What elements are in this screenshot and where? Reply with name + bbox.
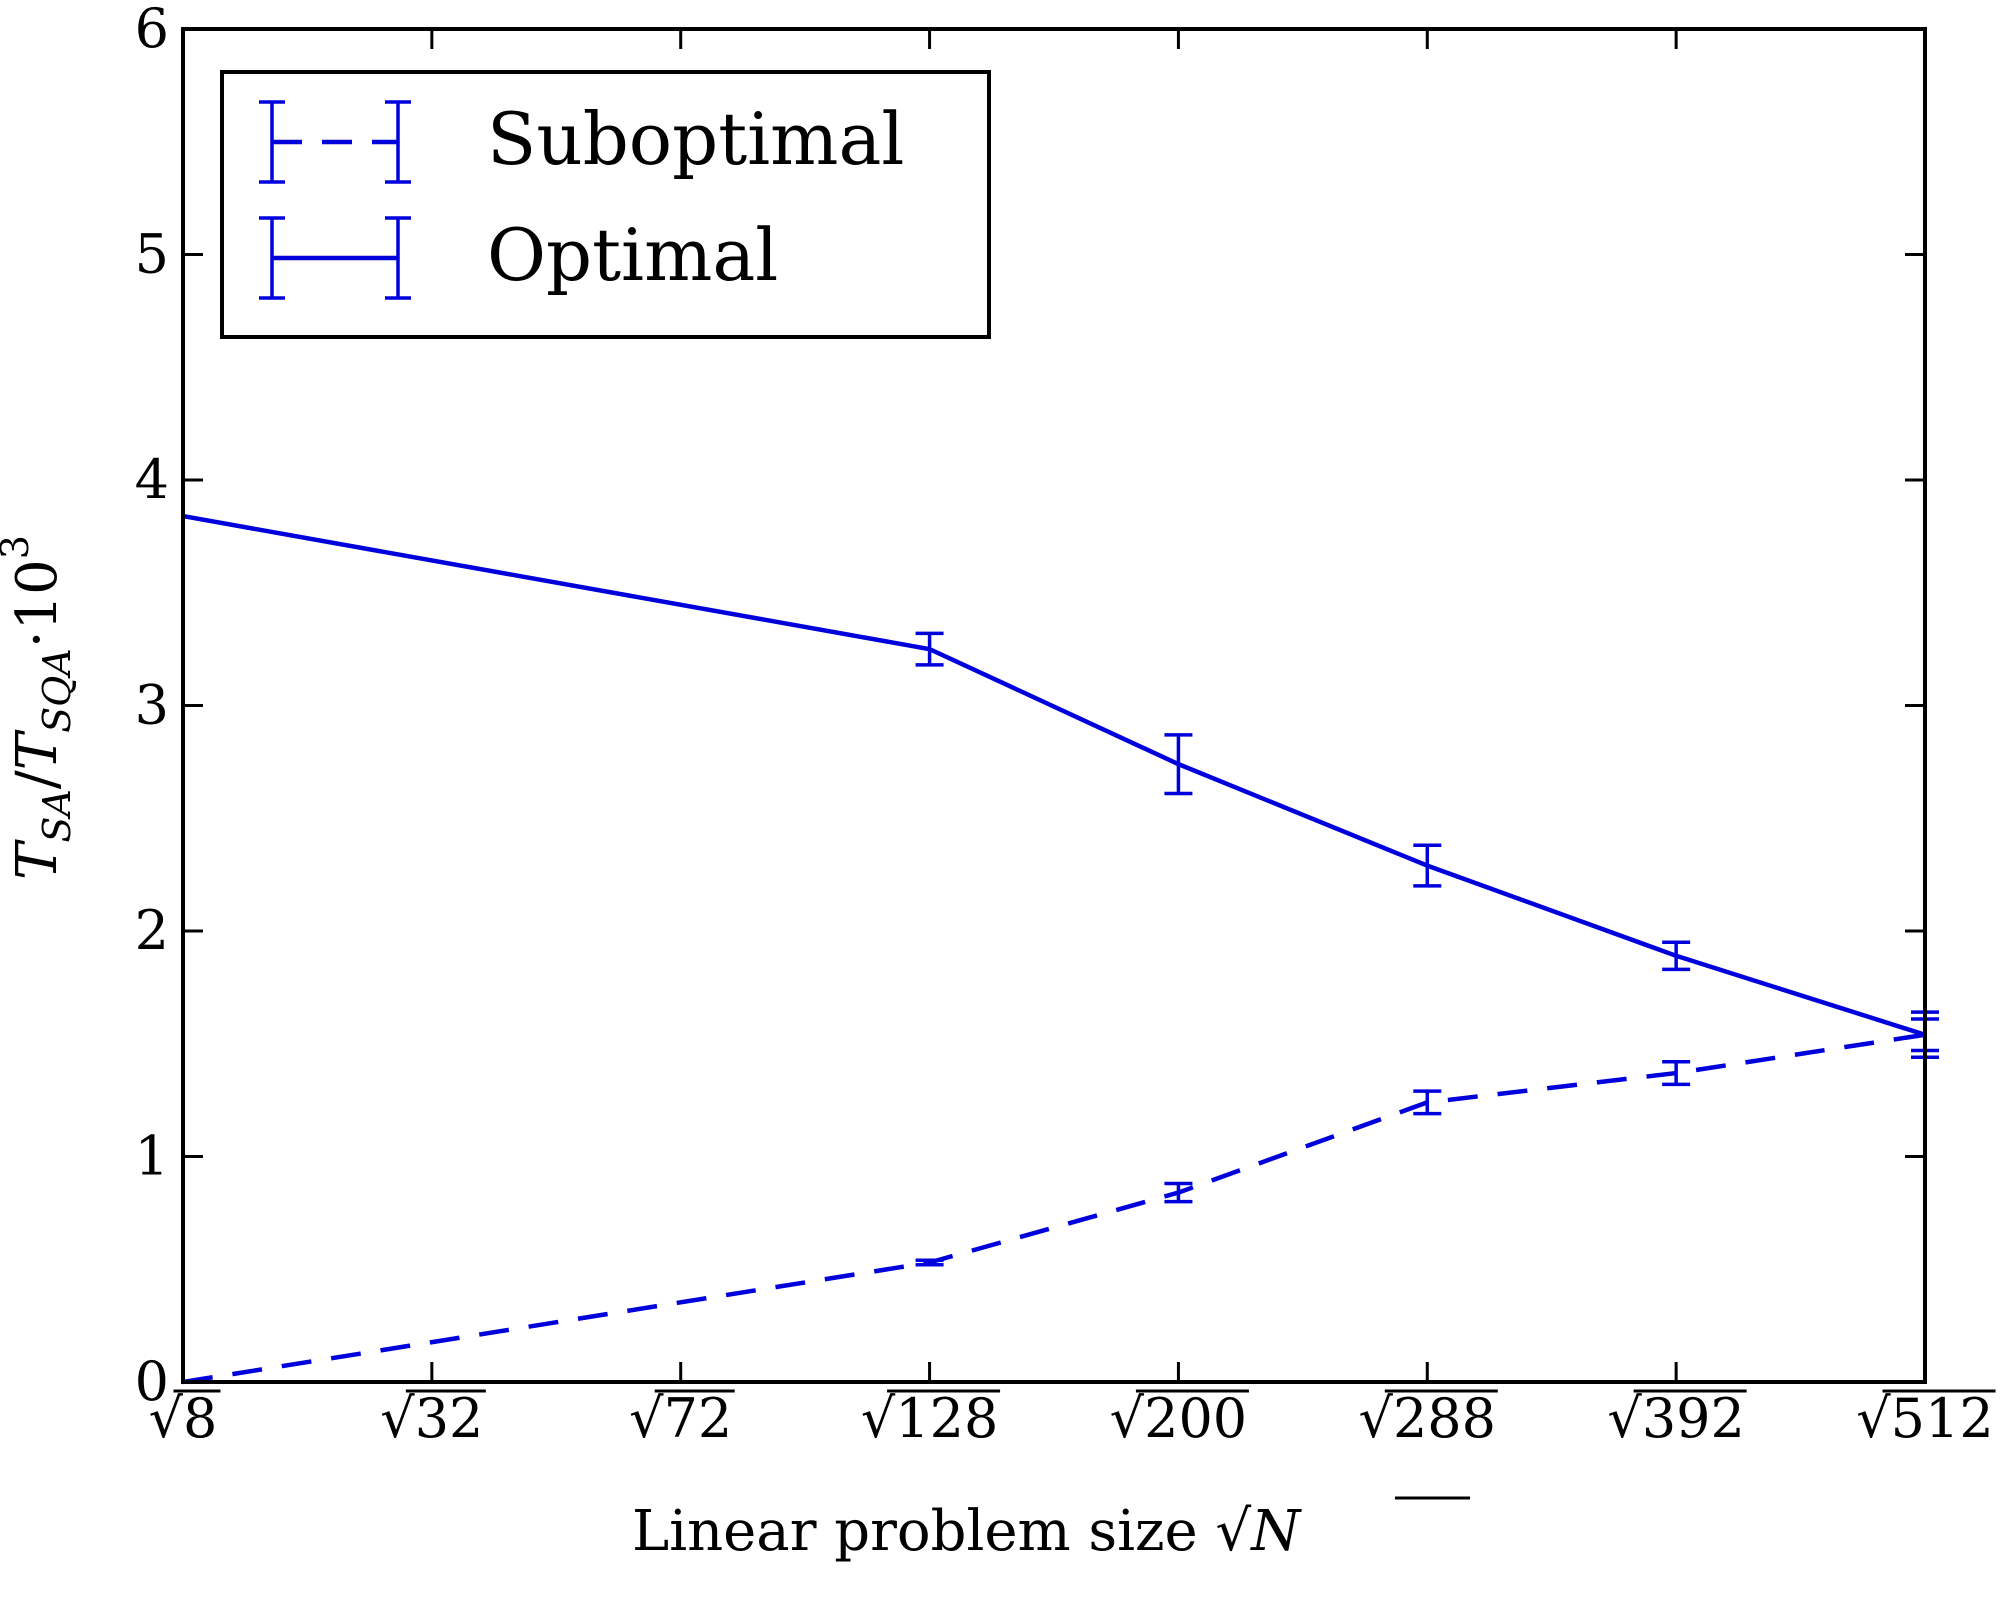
x-tick-label: √8 — [149, 1387, 221, 1450]
x-tick-root-symbol: √ — [1607, 1387, 1642, 1450]
legend-label-optimal: Optimal — [487, 213, 778, 297]
y-label-sub1: SA — [35, 789, 79, 842]
x-tick-value: 512 — [1891, 1387, 1994, 1450]
y-label-slash: / — [5, 770, 70, 789]
x-tick-root-symbol: √ — [1110, 1387, 1145, 1450]
x-tick-root-symbol: √ — [629, 1387, 664, 1450]
y-label-t2: T — [5, 729, 70, 770]
x-tick-label: √200 — [1110, 1387, 1249, 1450]
x-tick-root-symbol: √ — [380, 1387, 415, 1450]
x-label-text: Linear problem size — [632, 1499, 1198, 1564]
series-line-optimal — [182, 513, 1926, 1037]
error-bar-optimal — [1413, 843, 1442, 888]
svg-text:TSA/TSQA·103: TSA/TSQA·103 — [0, 535, 79, 880]
y-tick-label: 2 — [135, 899, 169, 962]
x-tick-label-text: √512 — [1856, 1387, 1994, 1450]
x-axis-label: Linear problem size √N — [632, 1499, 1302, 1564]
x-tick-label-text: √32 — [380, 1387, 483, 1450]
legend-label-suboptimal: Suboptimal — [487, 97, 904, 181]
legend-frame — [220, 70, 991, 339]
x-tick-value: 8 — [183, 1387, 217, 1450]
error-bar-suboptimal — [915, 1258, 944, 1267]
x-tick-label: √32 — [380, 1387, 486, 1450]
x-tick-value: 200 — [1144, 1387, 1247, 1450]
y-tick-label: 6 — [135, 0, 169, 60]
y-label-t1: T — [5, 839, 70, 880]
x-tick-value: 72 — [664, 1387, 733, 1450]
y-tick-label: 5 — [135, 223, 169, 286]
y-tick-label: 0 — [135, 1350, 169, 1413]
legend-handle-suboptimal — [259, 100, 411, 184]
error-bar-suboptimal — [1413, 1089, 1442, 1116]
x-tick-label-text: √128 — [861, 1387, 999, 1450]
svg-text:Linear problem size √N: Linear problem size √N — [632, 1499, 1302, 1564]
series-line-suboptimal — [182, 1032, 1926, 1385]
y-label-exponent: 3 — [0, 535, 37, 559]
x-tick-label-text: √288 — [1359, 1387, 1497, 1450]
x-tick-label-text: √8 — [149, 1387, 218, 1450]
y-label-factor: ·10 — [5, 559, 70, 648]
error-bar-suboptimal — [1164, 1181, 1193, 1204]
x-tick-root-symbol: √ — [149, 1387, 184, 1450]
y-tick-label: 1 — [135, 1125, 169, 1188]
y-tick-label: 4 — [135, 448, 169, 511]
x-tick-label: √512 — [1856, 1387, 1996, 1450]
error-bar-optimal — [915, 631, 944, 667]
x-tick-label: √72 — [629, 1387, 735, 1450]
x-tick-label-text: √72 — [629, 1387, 732, 1450]
x-tick-label: √128 — [861, 1387, 1001, 1450]
x-tick-root-symbol: √ — [1359, 1387, 1394, 1450]
y-axis-label: TSA/TSQA·103 — [0, 535, 79, 880]
error-bar-optimal — [1164, 733, 1193, 796]
x-tick-root-symbol: √ — [861, 1387, 896, 1450]
x-label-root: √ — [1216, 1499, 1252, 1564]
y-label-sub2: SQA — [35, 648, 79, 733]
x-tick-label: √288 — [1359, 1387, 1498, 1450]
legend: Suboptimal Optimal — [220, 70, 991, 339]
x-tick-value: 288 — [1393, 1387, 1496, 1450]
x-tick-value: 32 — [415, 1387, 484, 1450]
x-tick-value: 128 — [895, 1387, 998, 1450]
legend-handle-optimal — [259, 216, 411, 300]
plot-area — [182, 513, 1939, 1385]
x-tick-value: 392 — [1642, 1387, 1745, 1450]
y-tick-label: 3 — [135, 674, 169, 737]
x-tick-root-symbol: √ — [1856, 1387, 1891, 1450]
x-label-var: N — [1249, 1499, 1302, 1564]
x-tick-label: √392 — [1607, 1387, 1747, 1450]
x-tick-label-text: √200 — [1110, 1387, 1248, 1450]
error-bar-suboptimal — [1662, 1060, 1691, 1087]
x-tick-label-text: √392 — [1607, 1387, 1745, 1450]
error-bar-optimal — [1662, 940, 1691, 972]
